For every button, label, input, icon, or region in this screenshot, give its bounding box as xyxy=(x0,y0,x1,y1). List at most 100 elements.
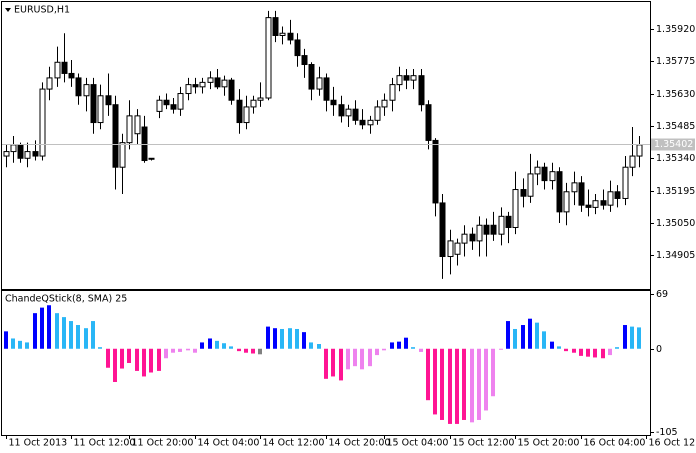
candle-body xyxy=(257,97,264,101)
histogram-bar xyxy=(171,348,175,353)
candle-body xyxy=(396,75,403,86)
y-tick-label: -105 xyxy=(656,427,678,438)
candle-body xyxy=(163,99,170,106)
candle-body xyxy=(447,240,454,258)
candle-body xyxy=(214,77,221,88)
histogram-bar xyxy=(586,348,590,357)
histogram-bar xyxy=(382,348,386,351)
histogram-bar xyxy=(62,317,66,349)
current-price-label: 1.35402 xyxy=(654,139,693,150)
histogram-bar xyxy=(18,340,22,349)
x-tick-label: 16 Oct 04:00 xyxy=(584,438,646,449)
histogram-bar xyxy=(98,347,102,349)
candle-body xyxy=(97,95,104,124)
histogram-bar xyxy=(484,348,488,411)
histogram-bar xyxy=(623,325,627,349)
histogram-bar xyxy=(25,342,29,349)
histogram-bar xyxy=(564,348,568,352)
y-tick-label: 1.35775 xyxy=(656,56,695,67)
histogram-bar xyxy=(229,346,233,349)
candle-body xyxy=(418,75,425,106)
histogram-bar xyxy=(200,342,204,349)
candle-body xyxy=(636,144,643,157)
candle-body xyxy=(345,108,352,117)
x-tick-label: 11 Oct 20:00 xyxy=(132,438,194,449)
candle-body xyxy=(629,155,636,168)
y-tick-label: 1.34905 xyxy=(656,250,695,261)
x-tick-label: 14 Oct 20:00 xyxy=(329,438,391,449)
histogram-bar xyxy=(113,348,117,382)
histogram-bar xyxy=(601,348,605,359)
histogram-bar xyxy=(375,348,379,356)
candle-body xyxy=(185,84,192,95)
x-tick-label: 14 Oct 04:00 xyxy=(198,438,260,449)
histogram-bar xyxy=(237,348,241,352)
candle-body xyxy=(439,202,446,258)
candle-body xyxy=(24,151,31,159)
y-tick-label: 1.35340 xyxy=(656,153,695,164)
candle-body xyxy=(549,171,556,182)
y-tick-label: 1.35050 xyxy=(656,218,695,229)
price-panel-frame xyxy=(1,1,651,290)
histogram-bar xyxy=(491,348,495,397)
candle-body xyxy=(236,99,243,124)
candle-body xyxy=(323,77,330,101)
candle-body xyxy=(614,191,621,199)
candle-body xyxy=(425,104,432,141)
histogram-bar xyxy=(470,348,474,423)
candle-body xyxy=(534,166,541,175)
candle-body xyxy=(46,77,53,90)
histogram-bar xyxy=(208,338,212,349)
candle-body xyxy=(527,173,534,197)
candle-body xyxy=(469,233,476,242)
histogram-bar xyxy=(157,348,161,371)
histogram-bar xyxy=(295,328,299,349)
candle-body xyxy=(39,88,46,157)
histogram-bar xyxy=(542,331,546,349)
candle-body xyxy=(359,119,366,126)
y-tick-label: 1.35485 xyxy=(656,121,695,132)
x-tick-label: 15 Oct 20:00 xyxy=(518,438,580,449)
candle-body xyxy=(308,64,315,90)
histogram-bar xyxy=(455,348,459,424)
histogram-bar xyxy=(513,328,517,349)
candle-body xyxy=(207,77,214,83)
histogram-bar xyxy=(353,348,357,367)
histogram-bar xyxy=(390,342,394,349)
candle-body xyxy=(54,61,61,79)
x-tick-label: 11 Oct 12:00 xyxy=(74,438,136,449)
candle-body xyxy=(10,144,17,153)
histogram-bar xyxy=(47,305,51,349)
candle-body xyxy=(330,99,337,106)
histogram-bar xyxy=(615,347,619,349)
candle-body xyxy=(68,72,75,79)
histogram-bar xyxy=(288,328,292,349)
candle-body xyxy=(352,108,359,121)
candle-body xyxy=(272,17,279,36)
histogram-bar xyxy=(331,348,335,377)
x-tick-label: 15 Oct 04:00 xyxy=(387,438,449,449)
histogram-bar xyxy=(346,348,350,370)
histogram-bar xyxy=(368,348,372,367)
candle-body xyxy=(105,95,112,106)
histogram-bar xyxy=(324,348,328,379)
candle-body xyxy=(90,84,97,124)
histogram-bar xyxy=(222,343,226,349)
candle-body xyxy=(170,104,177,110)
y-tick-label: 0 xyxy=(656,344,662,355)
candle-body xyxy=(541,166,548,182)
symbol-menu-arrow[interactable] xyxy=(5,8,11,12)
candle-body xyxy=(381,99,388,108)
histogram-bar xyxy=(339,348,343,381)
candle-body xyxy=(112,104,119,168)
candle-body xyxy=(279,32,286,36)
histogram-bar xyxy=(273,328,277,349)
histogram-bar xyxy=(127,348,131,363)
candle-body xyxy=(454,242,461,255)
candle-body xyxy=(141,126,148,162)
histogram-bar xyxy=(360,348,364,370)
y-tick-label: 1.35195 xyxy=(656,186,695,197)
histogram-bar xyxy=(258,348,262,355)
candle-body xyxy=(338,104,345,117)
